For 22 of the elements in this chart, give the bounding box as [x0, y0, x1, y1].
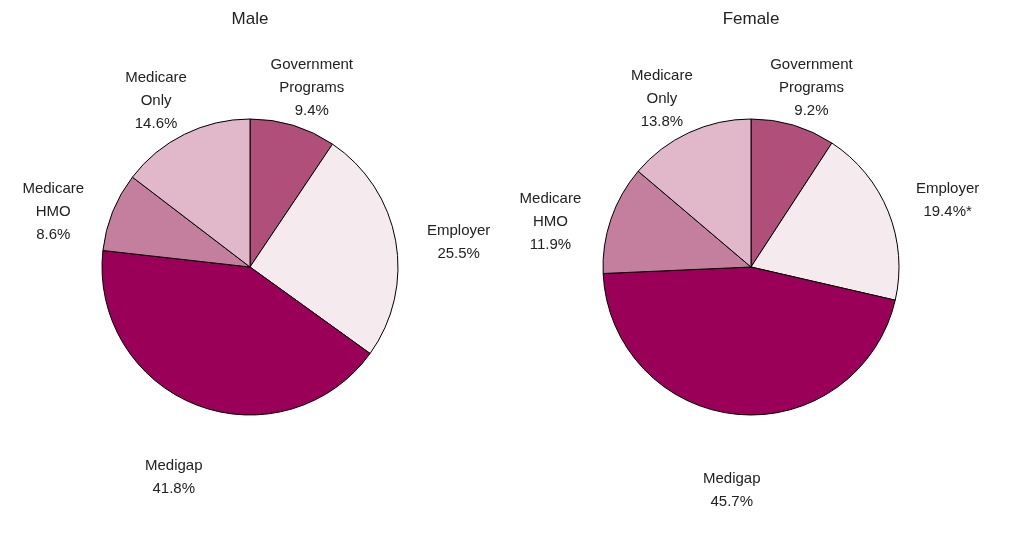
data-label: 11.9% — [529, 235, 572, 253]
data-label: 19.4%* — [923, 201, 972, 219]
data-label: 45.7% — [710, 492, 753, 510]
slice-label: Employer — [426, 220, 491, 238]
chart-title: Female — [722, 9, 780, 28]
slice-label: Government Programs — [770, 54, 854, 95]
slice-label: Medigap — [702, 469, 761, 487]
data-label: 9.4% — [294, 101, 329, 119]
slice-label: Medicare Only — [125, 67, 187, 108]
data-label: 41.8% — [152, 478, 196, 496]
slice-label: Medicare Only — [631, 65, 693, 106]
data-label: 13.8% — [640, 111, 684, 129]
slice-label: Government Programs — [270, 55, 354, 96]
data-label: 14.6% — [134, 113, 178, 131]
slice-label: Medicare HMO — [519, 189, 582, 230]
slice-label: Medigap — [144, 455, 203, 473]
slice-label: Medicare HMO — [22, 178, 85, 219]
data-label: 25.5% — [437, 243, 480, 261]
chart-title: Male — [231, 9, 269, 28]
slice-label: Employer — [915, 178, 980, 196]
data-label: 9.2% — [794, 100, 829, 118]
data-label: 8.6% — [36, 224, 71, 242]
